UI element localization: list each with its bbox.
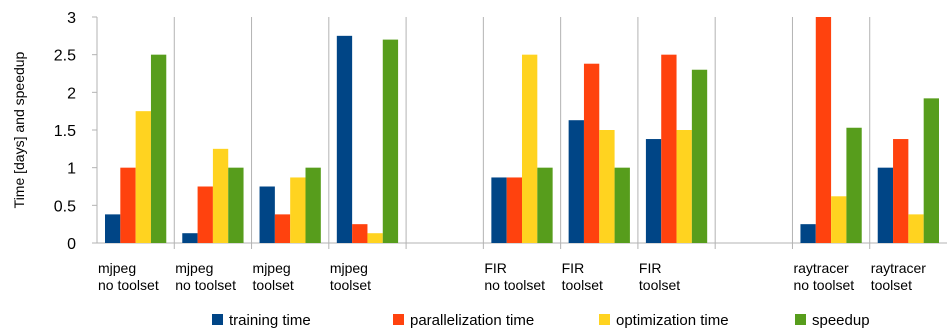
- category-label-line1: mjpeg: [253, 260, 291, 276]
- category-label-line2: toolset: [562, 277, 603, 293]
- bar-optimization-time: [831, 196, 847, 243]
- bar-training-time: [259, 186, 275, 243]
- bar-speedup: [150, 54, 167, 243]
- bar-parallelization-time: [274, 214, 291, 243]
- bar-optimization-time: [676, 130, 692, 243]
- bar-training-time: [568, 120, 584, 243]
- bars: [105, 17, 939, 244]
- legend: training time parallelization time optimiz…: [212, 312, 870, 329]
- y-tick-label: 0.5: [54, 198, 76, 215]
- bar-training-time: [491, 177, 507, 243]
- y-axis-title: Time [days] and speedup: [11, 51, 27, 208]
- y-tick-label: 1.5: [54, 123, 76, 140]
- bar-training-time: [182, 233, 198, 243]
- bar-speedup: [923, 98, 939, 243]
- bar-parallelization-time: [815, 17, 832, 243]
- bar-parallelization-time: [893, 139, 909, 243]
- bar-parallelization-time: [120, 167, 136, 243]
- bar-training-time: [800, 224, 816, 243]
- y-tick-label: 1: [67, 161, 76, 178]
- y-tick-label: 3: [67, 10, 76, 27]
- bar-optimization-time: [367, 233, 383, 243]
- category-label-line1: mjpeg: [98, 260, 136, 276]
- category-label-line2: toolset: [253, 277, 294, 293]
- category-label-line2: toolset: [639, 277, 680, 293]
- category-label-line2: toolset: [871, 277, 912, 293]
- bar-speedup: [228, 167, 244, 243]
- bar-parallelization-time: [661, 54, 677, 243]
- legend-swatch-training-time: [212, 314, 223, 325]
- bar-optimization-time: [599, 130, 615, 243]
- legend-label-training-time: training time: [229, 312, 311, 329]
- category-label-line1: mjpeg: [175, 260, 213, 276]
- bar-training-time: [336, 35, 353, 244]
- y-tick-label: 0: [67, 236, 76, 253]
- legend-label-optimization-time: optimization time: [616, 312, 729, 329]
- bar-optimization-time: [522, 54, 538, 243]
- category-label-line2: no toolset: [98, 277, 159, 293]
- bar-parallelization-time: [352, 224, 368, 243]
- bar-speedup: [305, 167, 321, 243]
- category-label-line1: FIR: [562, 260, 585, 276]
- category-label-line2: toolset: [330, 277, 371, 293]
- bar-parallelization-time: [583, 63, 600, 243]
- bar-parallelization-time: [506, 177, 522, 243]
- category-separators: [173, 17, 871, 249]
- bar-optimization-time: [908, 214, 924, 243]
- category-label-line1: FIR: [484, 260, 507, 276]
- category-label-line2: no toolset: [793, 277, 854, 293]
- y-tick-label: 2: [67, 85, 76, 102]
- bar-speedup: [846, 127, 862, 243]
- y-tick-labels: 0 0.5 1 1.5 2 2.5 3: [54, 10, 76, 253]
- bar-optimization-time: [135, 111, 151, 244]
- bar-training-time: [105, 214, 121, 243]
- bar-speedup: [537, 167, 553, 243]
- category-label-line2: no toolset: [175, 277, 236, 293]
- category-label-line1: raytracer: [793, 260, 849, 276]
- category-label-line1: raytracer: [871, 260, 927, 276]
- bar-training-time: [877, 167, 894, 243]
- category-label-line1: FIR: [639, 260, 662, 276]
- y-tick-label: 2.5: [54, 48, 76, 65]
- bar-optimization-time: [290, 177, 306, 243]
- legend-swatch-speedup: [795, 314, 806, 325]
- category-label-line2: no toolset: [484, 277, 545, 293]
- bar-speedup: [691, 69, 708, 243]
- legend-swatch-parallelization-time: [393, 314, 404, 325]
- legend-label-parallelization-time: parallelization time: [410, 312, 534, 329]
- bar-speedup: [614, 167, 630, 243]
- bar-parallelization-time: [197, 186, 213, 243]
- bar-training-time: [645, 139, 662, 243]
- legend-swatch-optimization-time: [599, 314, 610, 325]
- legend-label-speedup: speedup: [812, 312, 870, 329]
- bar-speedup: [382, 39, 399, 243]
- category-label-line1: mjpeg: [330, 260, 368, 276]
- bar-optimization-time: [212, 148, 229, 243]
